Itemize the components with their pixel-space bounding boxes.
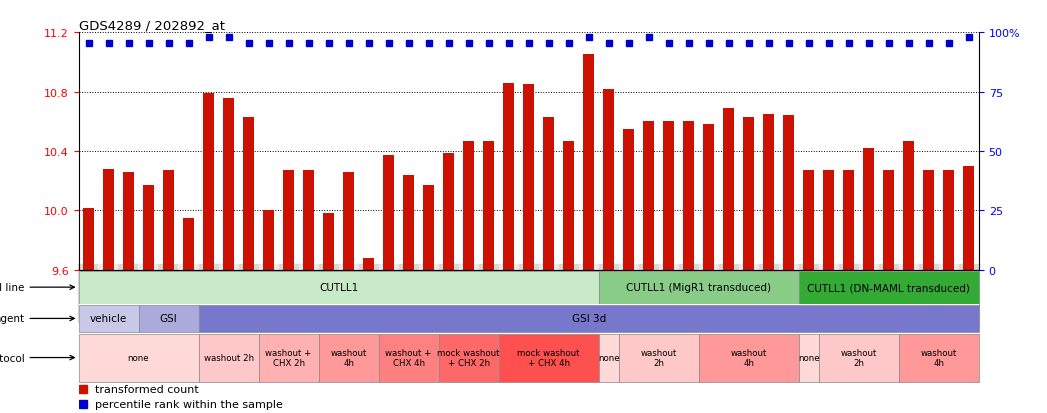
- Bar: [199, 334, 259, 382]
- Bar: [423, 186, 435, 270]
- Bar: [263, 211, 274, 270]
- Text: washout +
CHX 4h: washout + CHX 4h: [385, 348, 431, 367]
- Bar: [498, 334, 599, 382]
- Bar: [619, 334, 698, 382]
- Text: mock washout
+ CHX 4h: mock washout + CHX 4h: [517, 348, 580, 367]
- Text: none: none: [598, 353, 620, 362]
- Bar: [343, 172, 354, 270]
- Bar: [723, 109, 734, 270]
- Text: washout
2h: washout 2h: [641, 348, 677, 367]
- Text: washout +
CHX 2h: washout + CHX 2h: [266, 348, 312, 367]
- Bar: [124, 172, 134, 270]
- Text: agent: agent: [0, 313, 74, 324]
- Text: washout
4h: washout 4h: [920, 348, 957, 367]
- Bar: [443, 153, 454, 270]
- Bar: [143, 186, 154, 270]
- Bar: [583, 55, 595, 270]
- Bar: [799, 334, 819, 382]
- Text: vehicle: vehicle: [90, 313, 127, 324]
- Bar: [163, 171, 174, 270]
- Bar: [623, 129, 634, 270]
- Bar: [524, 85, 534, 270]
- Bar: [643, 122, 654, 270]
- Bar: [963, 166, 975, 270]
- Bar: [324, 214, 334, 270]
- Bar: [819, 334, 899, 382]
- Bar: [79, 271, 599, 304]
- Bar: [103, 169, 114, 270]
- Bar: [763, 114, 775, 270]
- Text: cell line: cell line: [0, 282, 74, 292]
- Bar: [704, 125, 714, 270]
- Bar: [484, 141, 494, 270]
- Bar: [403, 176, 415, 270]
- Text: percentile rank within the sample: percentile rank within the sample: [94, 399, 283, 409]
- Bar: [864, 149, 874, 270]
- Bar: [138, 305, 199, 332]
- Bar: [803, 171, 815, 270]
- Bar: [223, 98, 235, 270]
- Text: protocol: protocol: [0, 353, 74, 363]
- Bar: [899, 334, 979, 382]
- Text: CUTLL1 (MigR1 transduced): CUTLL1 (MigR1 transduced): [626, 282, 772, 292]
- Bar: [698, 334, 799, 382]
- Bar: [259, 334, 318, 382]
- Text: mock washout
+ CHX 2h: mock washout + CHX 2h: [438, 348, 500, 367]
- Bar: [79, 334, 199, 382]
- Bar: [823, 171, 834, 270]
- Text: transformed count: transformed count: [94, 384, 199, 394]
- Text: CUTLL1 (DN-MAML transduced): CUTLL1 (DN-MAML transduced): [807, 282, 971, 292]
- Bar: [783, 116, 795, 270]
- Text: GSI 3d: GSI 3d: [572, 313, 606, 324]
- Bar: [379, 334, 439, 382]
- Bar: [463, 141, 474, 270]
- Bar: [603, 89, 615, 270]
- Bar: [183, 218, 194, 270]
- Bar: [884, 171, 894, 270]
- Text: GSI: GSI: [160, 313, 177, 324]
- Bar: [199, 305, 979, 332]
- Bar: [79, 305, 138, 332]
- Text: GDS4289 / 202892_at: GDS4289 / 202892_at: [79, 19, 224, 32]
- Bar: [743, 118, 754, 270]
- Bar: [799, 271, 979, 304]
- Text: washout
4h: washout 4h: [331, 348, 366, 367]
- Bar: [599, 334, 619, 382]
- Text: CUTLL1: CUTLL1: [319, 282, 358, 292]
- Bar: [504, 83, 514, 270]
- Bar: [943, 171, 955, 270]
- Bar: [304, 171, 314, 270]
- Bar: [923, 171, 934, 270]
- Bar: [363, 259, 374, 270]
- Bar: [243, 118, 254, 270]
- Text: none: none: [798, 353, 820, 362]
- Bar: [383, 156, 394, 270]
- Bar: [844, 171, 854, 270]
- Bar: [599, 271, 799, 304]
- Text: washout
4h: washout 4h: [731, 348, 767, 367]
- Text: washout 2h: washout 2h: [203, 353, 253, 362]
- Bar: [203, 94, 214, 270]
- Bar: [83, 208, 94, 270]
- Text: washout
2h: washout 2h: [841, 348, 877, 367]
- Text: none: none: [128, 353, 150, 362]
- Bar: [318, 334, 379, 382]
- Bar: [563, 141, 574, 270]
- Bar: [904, 141, 914, 270]
- Bar: [439, 334, 498, 382]
- Bar: [283, 171, 294, 270]
- Bar: [684, 122, 694, 270]
- Bar: [664, 122, 674, 270]
- Bar: [543, 118, 554, 270]
